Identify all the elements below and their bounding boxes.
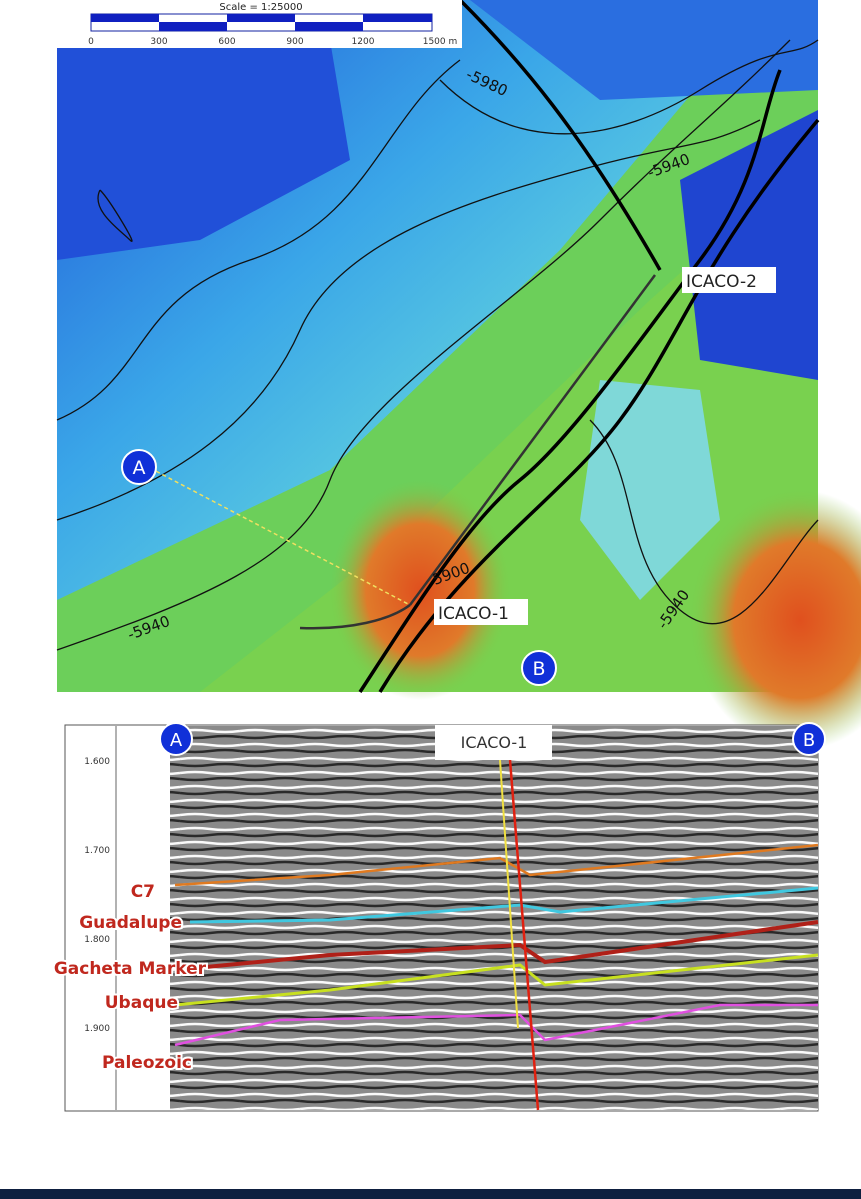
scale-label: 1200 — [352, 37, 375, 47]
point-label: B — [803, 730, 815, 751]
well-label: ICACO-2 — [686, 272, 757, 292]
scale-label: 0 — [88, 37, 94, 47]
seismic-section: 1.600 1.700 1.800 1.900 ICACO-1 A B C7 G… — [52, 722, 826, 1112]
footer-band — [0, 1189, 861, 1199]
horizon-label: Paleozoic — [102, 1053, 192, 1073]
scale-label: 900 — [286, 37, 303, 47]
horizon-label: Guadalupe — [79, 913, 182, 933]
horizon-label: Ubaque — [105, 993, 178, 1013]
scale-label: 1500 m — [423, 37, 458, 47]
well-label: ICACO-1 — [438, 604, 509, 624]
depth-tick: 1.700 — [84, 846, 110, 856]
scale-label: 600 — [218, 37, 235, 47]
scale-label: 300 — [150, 37, 167, 47]
depth-tick: 1.600 — [84, 757, 110, 767]
horizon-label: Gacheta Marker — [54, 959, 207, 979]
point-label: A — [170, 730, 183, 751]
scale-title: Scale = 1:25000 — [219, 2, 302, 13]
depth-tick: 1.900 — [84, 1024, 110, 1034]
scale-bar: Scale = 1:25000 0 300 600 900 1200 1500 … — [57, 0, 462, 48]
well-label: ICACO-1 — [461, 733, 528, 752]
horizon-label: C7 — [131, 882, 155, 902]
point-label: A — [133, 457, 146, 479]
contour-map: -5980 -5940 -5940 -5940 5900 ICACO-2 ICA… — [56, 0, 861, 750]
depth-tick: 1.800 — [84, 935, 110, 945]
point-label: B — [532, 658, 545, 680]
